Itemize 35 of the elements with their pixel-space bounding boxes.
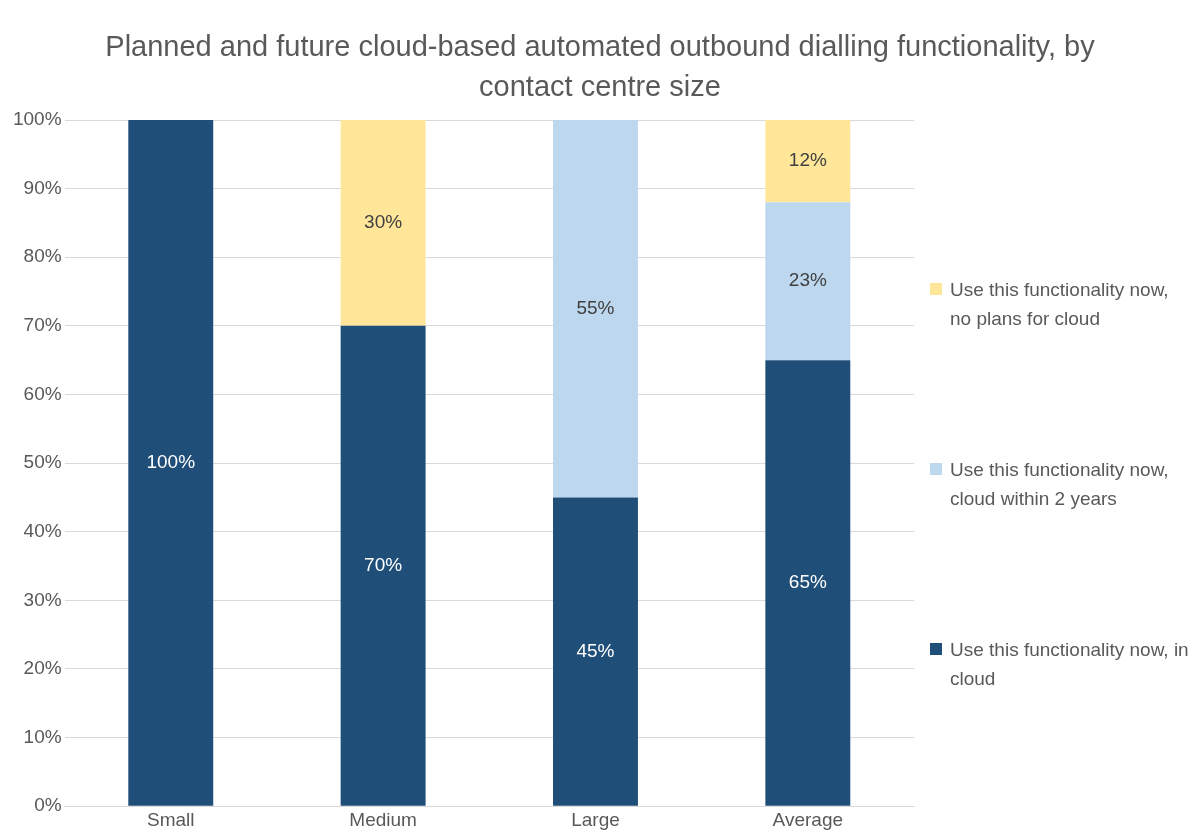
legend-label: Use this functionality now, in cloud	[950, 638, 1190, 691]
y-tick-label: 60%	[23, 382, 62, 404]
x-tick-label: Large	[571, 808, 620, 830]
y-tick-label: 70%	[23, 314, 62, 336]
data-label: 23%	[788, 269, 827, 291]
y-tick-label: 80%	[23, 245, 62, 267]
data-label: 65%	[788, 571, 827, 593]
y-tick-label: 10%	[23, 725, 62, 747]
y-tick-label: 20%	[23, 657, 62, 679]
chart-title: Planned and future cloud-based automated outbound dialling functionality, by contact centre size	[104, 29, 1096, 104]
y-tick-label: 90%	[23, 176, 62, 198]
bar	[765, 360, 851, 806]
bar	[340, 120, 426, 326]
bar	[553, 497, 638, 806]
bar	[765, 202, 851, 361]
x-tick-label: Medium	[349, 808, 417, 830]
data-label: 12%	[788, 149, 827, 171]
x-tick-label: Average	[772, 808, 844, 830]
bar	[765, 120, 851, 203]
data-label: 55%	[576, 296, 615, 318]
y-tick-label: 30%	[23, 588, 62, 610]
y-tick-label: 0%	[34, 794, 62, 816]
y-tick-label: 40%	[23, 519, 62, 541]
y-tick-label: 50%	[23, 451, 62, 473]
data-label: 30%	[364, 211, 403, 233]
y-tick-label: 100%	[12, 108, 62, 130]
legend-label: Use this functionality now, no plans for cloud	[950, 278, 1170, 331]
legend-label: Use this functionality now, cloud within 2 years	[950, 458, 1170, 511]
data-label: 45%	[576, 639, 615, 661]
bar	[340, 325, 426, 806]
x-tick-label: Small	[147, 808, 195, 830]
data-label: 70%	[364, 554, 403, 576]
bar	[128, 120, 214, 806]
bar	[553, 120, 638, 498]
data-label: 100%	[146, 451, 196, 473]
